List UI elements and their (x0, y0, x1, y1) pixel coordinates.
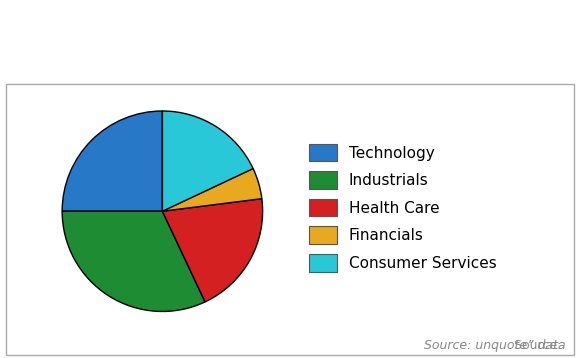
Text: Source:: Source: (514, 339, 566, 352)
Wedge shape (162, 169, 262, 211)
Wedge shape (162, 111, 253, 211)
Text: Source: unquote” data: Source: unquote” data (424, 339, 566, 352)
Legend: Technology, Industrials, Health Care, Financials, Consumer Services: Technology, Industrials, Health Care, Fi… (309, 144, 496, 272)
Wedge shape (162, 199, 263, 302)
Text: Deal volume by sector, January-September 2012: Deal volume by sector, January-September… (18, 29, 562, 49)
Wedge shape (62, 111, 162, 211)
Wedge shape (62, 211, 205, 311)
